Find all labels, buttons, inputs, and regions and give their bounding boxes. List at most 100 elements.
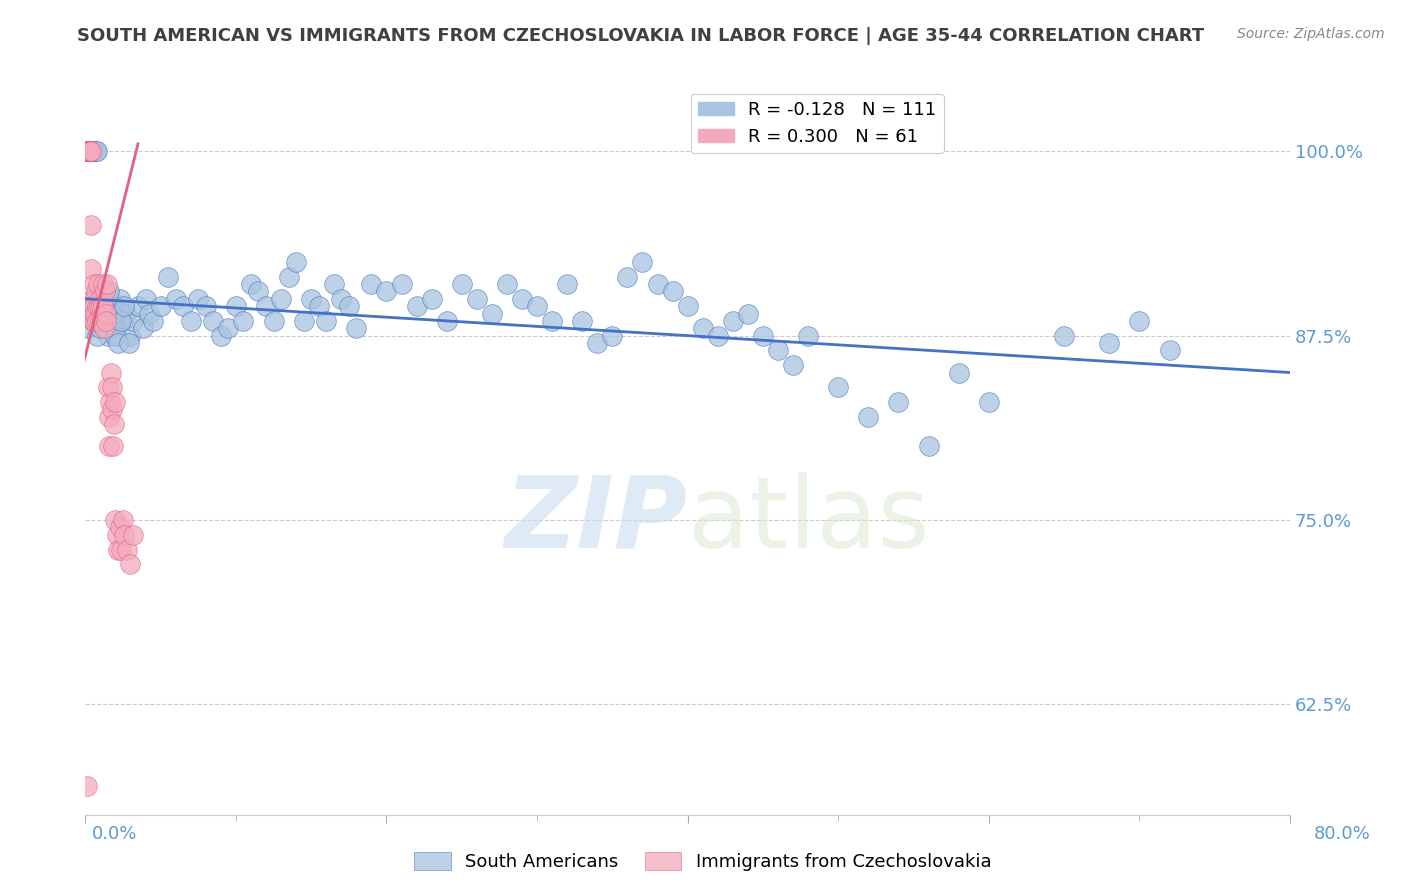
South Americans (100, 306, 122, 320)
South Americans (616, 269, 638, 284)
Immigrants from Czechoslovakia (80, 292, 103, 306)
Immigrants from Czechoslovakia (76, 145, 98, 159)
Immigrants from Czechoslovakia (94, 306, 117, 320)
South Americans (107, 336, 129, 351)
South Americans (766, 343, 789, 358)
Immigrants from Czechoslovakia (84, 285, 107, 299)
Immigrants from Czechoslovakia (97, 409, 120, 424)
Immigrants from Czechoslovakia (80, 218, 103, 232)
South Americans (254, 299, 277, 313)
South Americans (79, 145, 101, 159)
South Americans (375, 285, 398, 299)
South Americans (239, 277, 262, 291)
South Americans (101, 321, 124, 335)
Immigrants from Czechoslovakia (80, 299, 103, 313)
South Americans (526, 299, 548, 313)
Immigrants from Czechoslovakia (83, 299, 105, 313)
South Americans (93, 314, 115, 328)
South Americans (94, 299, 117, 313)
Immigrants from Czechoslovakia (82, 292, 104, 306)
South Americans (1159, 343, 1181, 358)
South Americans (89, 292, 111, 306)
South Americans (285, 255, 308, 269)
South Americans (118, 336, 141, 351)
Immigrants from Czechoslovakia (76, 145, 98, 159)
Immigrants from Czechoslovakia (104, 395, 127, 409)
Immigrants from Czechoslovakia (77, 145, 100, 159)
South Americans (292, 314, 315, 328)
South Americans (782, 358, 804, 372)
Legend: South Americans, Immigrants from Czechoslovakia: South Americans, Immigrants from Czechos… (408, 845, 998, 879)
South Americans (97, 285, 120, 299)
South Americans (120, 328, 142, 343)
Immigrants from Czechoslovakia (86, 314, 108, 328)
South Americans (86, 145, 108, 159)
Immigrants from Czechoslovakia (76, 145, 98, 159)
Immigrants from Czechoslovakia (84, 306, 107, 320)
Immigrants from Czechoslovakia (79, 145, 101, 159)
Text: Source: ZipAtlas.com: Source: ZipAtlas.com (1237, 27, 1385, 41)
South Americans (405, 299, 427, 313)
South Americans (172, 299, 194, 313)
South Americans (721, 314, 744, 328)
South Americans (322, 277, 344, 291)
Immigrants from Czechoslovakia (108, 520, 131, 534)
South Americans (1053, 328, 1076, 343)
Immigrants from Czechoslovakia (80, 262, 103, 277)
Immigrants from Czechoslovakia (101, 402, 124, 417)
South Americans (80, 145, 103, 159)
South Americans (232, 314, 254, 328)
South Americans (315, 314, 337, 328)
South Americans (827, 380, 849, 394)
South Americans (105, 328, 128, 343)
South Americans (360, 277, 382, 291)
Immigrants from Czechoslovakia (87, 277, 110, 291)
South Americans (247, 285, 270, 299)
South Americans (122, 314, 145, 328)
Legend: R = -0.128   N = 111, R = 0.300   N = 61: R = -0.128 N = 111, R = 0.300 N = 61 (690, 94, 943, 153)
South Americans (299, 292, 322, 306)
South Americans (692, 321, 714, 335)
South Americans (217, 321, 239, 335)
South Americans (83, 145, 105, 159)
South Americans (450, 277, 472, 291)
South Americans (98, 314, 121, 328)
Immigrants from Czechoslovakia (89, 292, 111, 306)
South Americans (420, 292, 443, 306)
South Americans (157, 269, 180, 284)
South Americans (225, 299, 247, 313)
South Americans (263, 314, 285, 328)
South Americans (202, 314, 225, 328)
Immigrants from Czechoslovakia (93, 321, 115, 335)
Immigrants from Czechoslovakia (79, 145, 101, 159)
South Americans (797, 328, 820, 343)
South Americans (104, 328, 127, 343)
Immigrants from Czechoslovakia (110, 542, 132, 557)
South Americans (391, 277, 413, 291)
South Americans (142, 314, 165, 328)
South Americans (330, 292, 353, 306)
Immigrants from Czechoslovakia (77, 145, 100, 159)
Immigrants from Czechoslovakia (83, 277, 105, 291)
Text: 80.0%: 80.0% (1315, 825, 1371, 843)
South Americans (149, 299, 172, 313)
Immigrants from Czechoslovakia (77, 145, 100, 159)
South Americans (436, 314, 458, 328)
Immigrants from Czechoslovakia (86, 299, 108, 313)
South Americans (84, 145, 107, 159)
South Americans (103, 299, 125, 313)
Immigrants from Czechoslovakia (90, 299, 112, 313)
Immigrants from Czechoslovakia (89, 314, 111, 328)
South Americans (270, 292, 292, 306)
South Americans (1098, 336, 1121, 351)
Immigrants from Czechoslovakia (114, 528, 136, 542)
Immigrants from Czechoslovakia (122, 528, 145, 542)
South Americans (541, 314, 564, 328)
South Americans (752, 328, 775, 343)
South Americans (104, 314, 127, 328)
Immigrants from Czechoslovakia (96, 277, 118, 291)
South Americans (1128, 314, 1150, 328)
South Americans (131, 321, 153, 335)
Immigrants from Czechoslovakia (107, 542, 129, 557)
Immigrants from Czechoslovakia (120, 558, 142, 572)
